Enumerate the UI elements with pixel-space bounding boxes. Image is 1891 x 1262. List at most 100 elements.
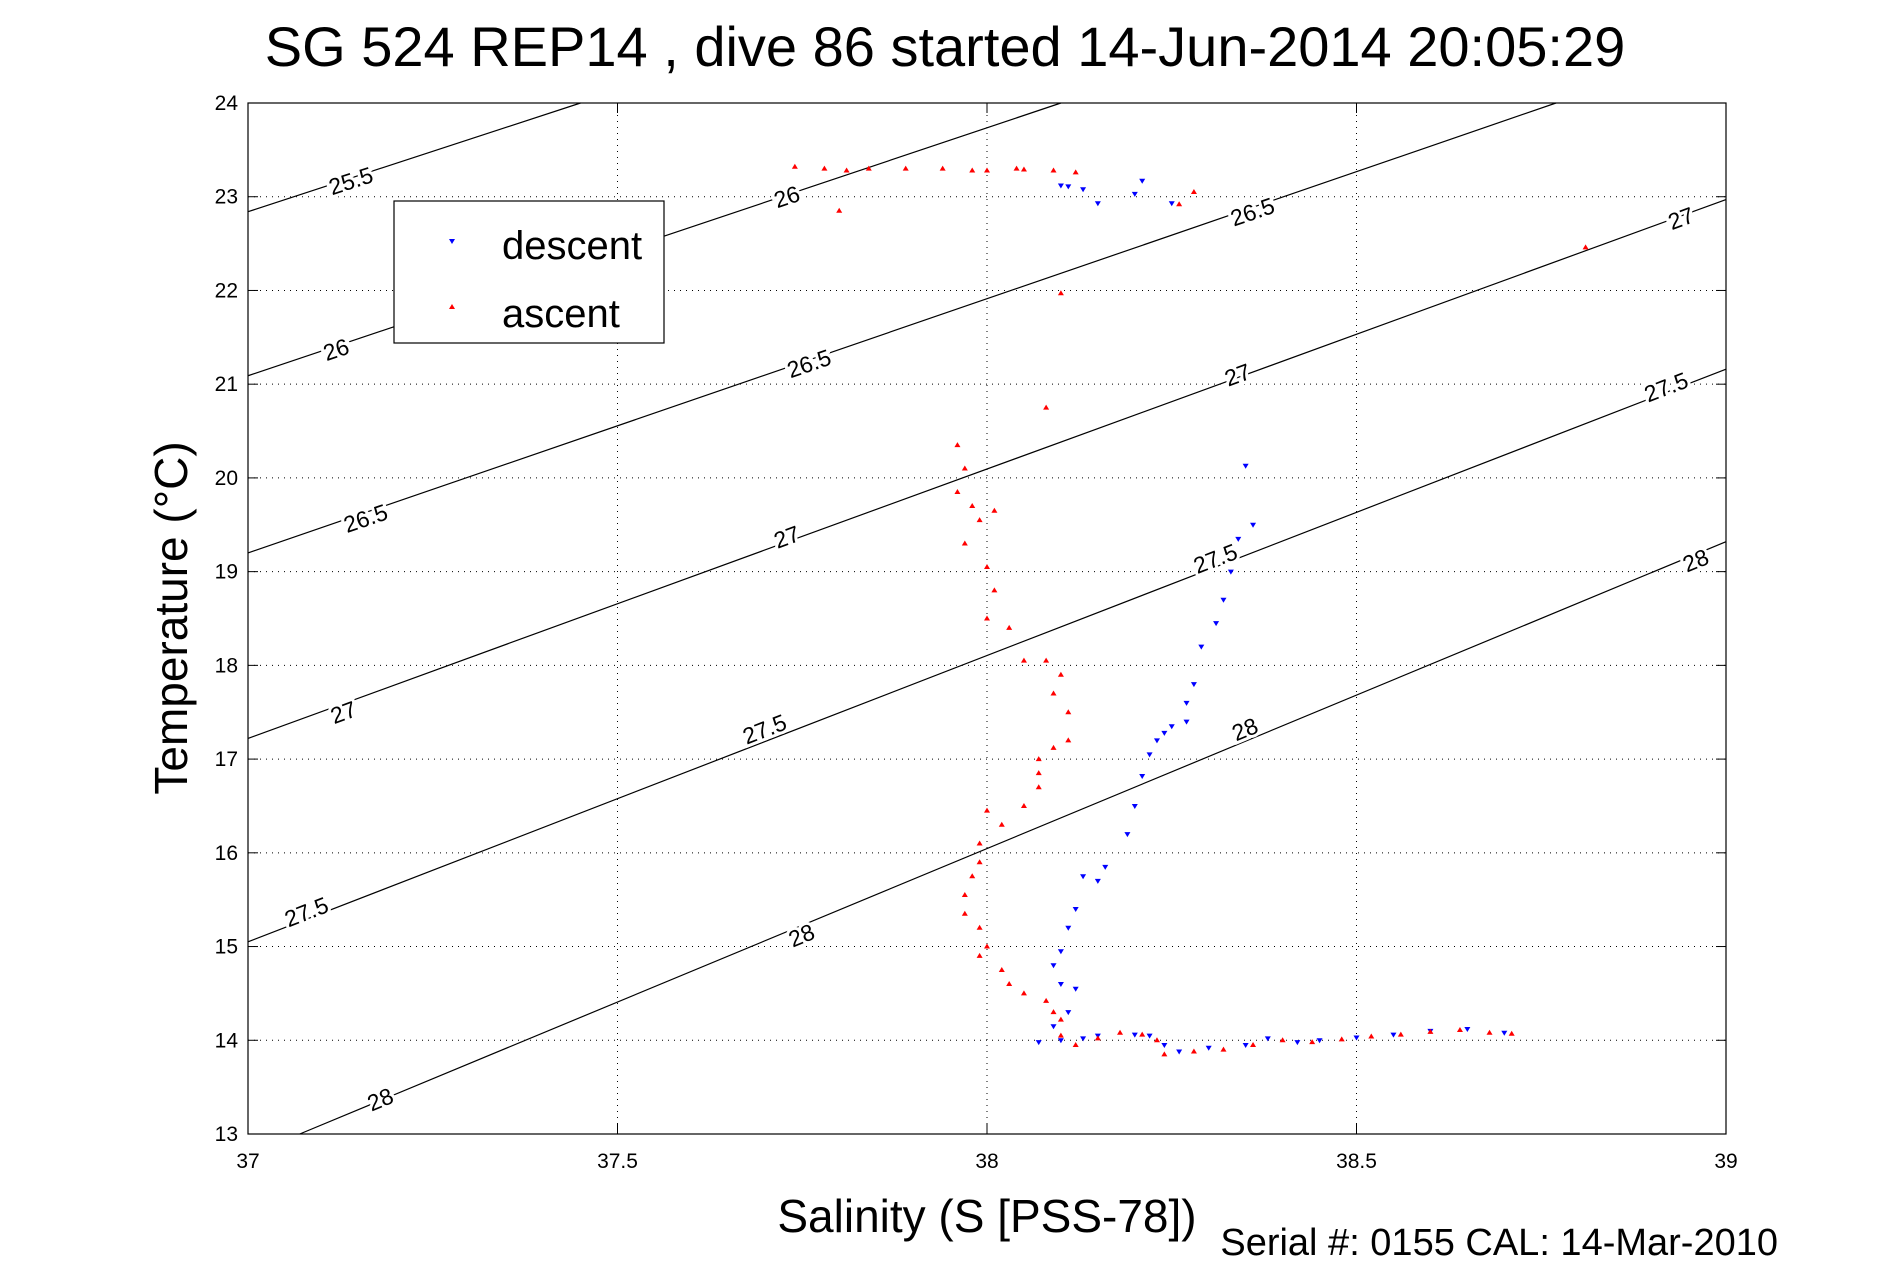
y-tick-label: 13: [215, 1123, 238, 1146]
ascent-point: [843, 167, 850, 173]
ascent-point: [991, 507, 998, 513]
ascent-point: [1582, 244, 1589, 250]
descent-point: [1242, 463, 1249, 469]
ascent-point: [1250, 1041, 1257, 1047]
x-tick-label: 38: [975, 1150, 998, 1173]
ascent-point: [1006, 624, 1013, 630]
ascent-point: [1161, 1051, 1168, 1057]
ascent-point: [1072, 169, 1079, 175]
ascent-point: [1043, 404, 1050, 410]
y-tick-label: 22: [215, 279, 238, 302]
y-tick-label: 15: [215, 936, 238, 959]
ascent-point: [976, 859, 983, 865]
descent-point: [1316, 1038, 1323, 1044]
descent-point: [1250, 522, 1257, 528]
data-series: [791, 163, 1589, 1057]
legend: descent ascent: [393, 200, 665, 344]
ascent-point: [1013, 165, 1020, 171]
ascent-point: [1050, 1009, 1057, 1015]
ascent-point: [1427, 1028, 1434, 1034]
ascent-point: [1020, 657, 1027, 663]
descent-point: [1168, 201, 1175, 207]
descent-point: [1139, 773, 1146, 779]
descent-point: [1242, 1042, 1249, 1048]
descent-point: [1190, 682, 1197, 688]
ascent-point: [791, 163, 798, 169]
descent-point: [1065, 184, 1072, 190]
descent-point: [1094, 201, 1101, 207]
descent-point: [1183, 700, 1190, 706]
ascent-point: [1020, 166, 1027, 172]
descent-point: [1057, 982, 1064, 988]
serial-calibration-footer: Serial #: 0155 CAL: 14-Mar-2010: [1220, 1222, 1778, 1262]
ascent-point: [1279, 1037, 1286, 1043]
descent-point: [1153, 738, 1160, 744]
y-tick-label: 19: [215, 561, 238, 584]
legend-label-descent: descent: [502, 224, 642, 268]
descent-point: [1161, 1042, 1168, 1048]
legend-marker-ascent: [449, 304, 455, 309]
ascent-point: [1190, 1048, 1197, 1054]
descent-point: [1131, 803, 1138, 809]
ascent-point: [1338, 1036, 1345, 1042]
x-tick-label: 39: [1714, 1150, 1737, 1173]
descent-point: [1213, 621, 1220, 627]
ascent-point: [976, 952, 983, 958]
density-contour-line: [247, 368, 1727, 943]
x-axis-label: Salinity (S [PSS-78]): [777, 1190, 1196, 1242]
y-tick-label: 17: [215, 748, 238, 771]
ascent-point: [961, 910, 968, 916]
ascent-point: [969, 167, 976, 173]
y-tick-label: 16: [215, 842, 238, 865]
ascent-point: [1020, 802, 1027, 808]
descent-point: [1294, 1040, 1301, 1046]
descent-point: [1072, 986, 1079, 992]
ascent-point: [1057, 290, 1064, 296]
ascent-point: [1035, 756, 1042, 762]
ascent-point: [1065, 737, 1072, 743]
ascent-point: [1368, 1033, 1375, 1039]
descent-point: [1057, 183, 1064, 189]
ascent-point: [991, 587, 998, 593]
ascent-point: [1043, 657, 1050, 663]
ascent-point: [1057, 1032, 1064, 1038]
ascent-point: [961, 540, 968, 546]
ascent-point: [1190, 189, 1197, 195]
descent-point: [1065, 925, 1072, 931]
ascent-point: [984, 943, 990, 949]
ascent-point: [984, 563, 990, 569]
descent-point: [1183, 719, 1190, 725]
ascent-point: [1035, 784, 1042, 790]
descent-point: [1227, 569, 1234, 575]
y-tick-label: 14: [215, 1029, 239, 1052]
descent-point: [1501, 1030, 1508, 1036]
y-tick-label: 24: [215, 92, 239, 115]
descent-point: [1176, 1049, 1183, 1055]
descent-point: [1050, 1024, 1057, 1030]
ascent-point: [1176, 201, 1183, 207]
y-tick-label: 23: [215, 186, 238, 209]
descent-point: [1390, 1032, 1397, 1038]
ascent-point: [1020, 990, 1027, 996]
ascent-point: [902, 165, 909, 171]
descent-point: [1080, 1036, 1087, 1042]
ascent-point: [865, 165, 872, 171]
x-tick-label: 38.5: [1336, 1150, 1377, 1173]
ascent-point: [1309, 1039, 1316, 1045]
ascent-point: [1486, 1029, 1493, 1035]
ascent-point: [961, 891, 968, 897]
descent-point: [1057, 1038, 1064, 1044]
ascent-point: [1035, 770, 1042, 776]
density-contour-line: [247, 198, 1727, 740]
x-tick-label: 37: [236, 1150, 259, 1173]
axis-ticks: 37 37.5 38 38.5 39 13 14 15 16 17 18 19 20 21 22 23 24: [215, 92, 1738, 1173]
descent-point: [1035, 1040, 1042, 1046]
ascent-point: [1065, 709, 1072, 715]
ascent-point: [836, 207, 843, 213]
y-tick-label: 20: [215, 467, 238, 490]
descent-point: [1094, 878, 1101, 884]
ascent-point: [976, 924, 983, 930]
x-tick-label: 37.5: [597, 1150, 638, 1173]
ascent-point: [1043, 997, 1050, 1003]
